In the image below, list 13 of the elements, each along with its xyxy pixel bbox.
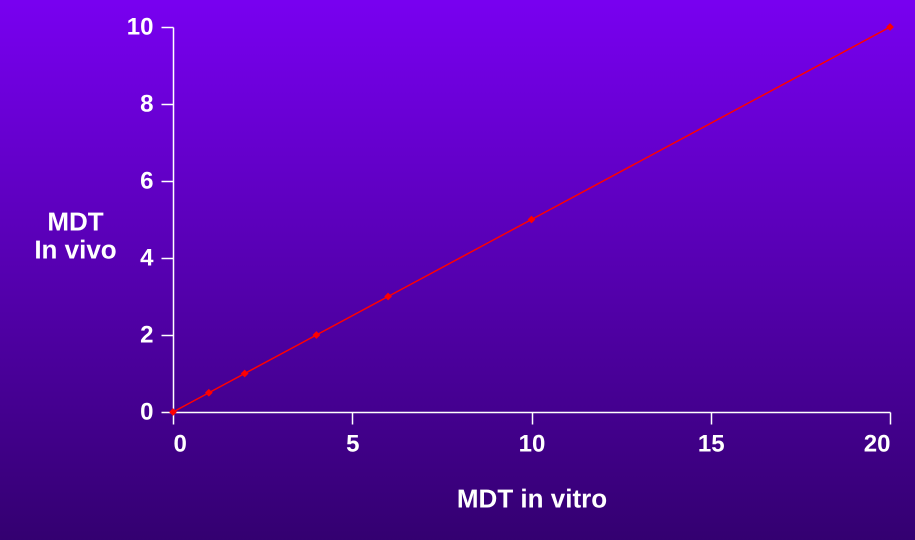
y-tick-label: 10 [126, 14, 154, 40]
x-tick-label: 10 [518, 430, 546, 458]
x-axis-title: MDT in vitro [456, 484, 608, 514]
y-tick-label: 6 [140, 168, 154, 194]
y-tick-label: 0 [140, 398, 154, 426]
y-axis-title: MDT In vivo [34, 206, 117, 264]
x-tick-label: 5 [346, 430, 360, 458]
y-tick-label: 4 [140, 244, 154, 272]
x-tick-label: 15 [698, 430, 725, 458]
y-tick-label: 8 [140, 90, 154, 118]
y-tick-label: 2 [140, 322, 154, 348]
x-tick-label: 0 [174, 430, 187, 458]
x-tick-label: 20 [864, 430, 890, 458]
